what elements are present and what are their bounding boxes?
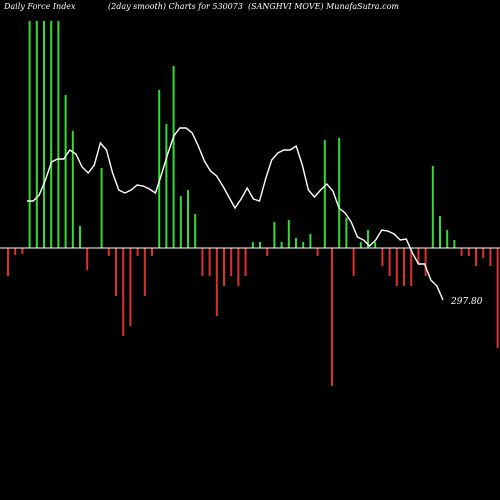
- force-bar: [208, 248, 211, 276]
- force-bar: [338, 138, 341, 248]
- header-middle: (2day smooth) Charts for 530073: [108, 2, 243, 11]
- force-bar: [50, 21, 53, 248]
- force-bar: [374, 242, 377, 248]
- force-bar: [122, 248, 125, 336]
- force-bar: [388, 248, 391, 276]
- force-bar: [460, 248, 463, 256]
- smooth-line: [27, 127, 444, 301]
- force-bar: [395, 248, 398, 286]
- force-bar: [165, 124, 168, 248]
- force-bar: [136, 248, 139, 256]
- force-bar: [431, 166, 434, 248]
- force-bar: [158, 90, 161, 248]
- force-bar: [266, 248, 269, 256]
- force-bar: [179, 196, 182, 248]
- force-bar: [71, 131, 74, 248]
- force-bar: [496, 248, 499, 348]
- force-bar: [453, 240, 456, 248]
- force-bar: [424, 248, 427, 276]
- force-bar: [244, 248, 247, 276]
- force-bar: [489, 248, 492, 266]
- force-bar: [187, 190, 189, 248]
- force-bar: [309, 234, 312, 248]
- force-bar: [331, 248, 333, 386]
- force-bar: [230, 248, 233, 276]
- force-bar: [143, 248, 146, 296]
- force-bar: [79, 226, 81, 248]
- force-bar: [359, 242, 362, 248]
- force-bar: [7, 248, 9, 276]
- force-bar: [57, 21, 60, 248]
- force-bar: [345, 218, 348, 248]
- force-bar: [28, 21, 31, 248]
- force-bar: [446, 230, 449, 248]
- header-left: Daily Force Index: [3, 2, 76, 11]
- force-bar: [381, 248, 384, 266]
- force-bar: [316, 248, 319, 256]
- force-bar: [215, 248, 218, 316]
- force-bar: [107, 248, 110, 256]
- force-bar: [417, 248, 420, 264]
- force-bar: [439, 216, 441, 248]
- force-bar: [482, 248, 485, 258]
- force-bar: [194, 214, 197, 248]
- force-bar: [410, 248, 413, 286]
- force-bar: [151, 248, 153, 256]
- force-bar: [86, 248, 89, 270]
- force-bar: [273, 222, 276, 248]
- force-bar: [129, 248, 132, 326]
- force-bar: [201, 248, 204, 276]
- force-bar: [251, 242, 254, 248]
- force-bar: [35, 21, 38, 248]
- force-bar: [21, 248, 24, 254]
- force-bar: [287, 220, 290, 248]
- force-bar: [64, 95, 67, 248]
- force-bar: [14, 248, 17, 255]
- last-value-label: 297.80: [450, 297, 483, 307]
- force-bar: [475, 248, 477, 266]
- header-right: (SANGHVI MOVE) MunafaSutra.com: [248, 2, 399, 11]
- force-bar: [43, 21, 45, 248]
- force-bar: [323, 140, 326, 248]
- force-bar: [172, 66, 175, 248]
- force-bar: [237, 248, 240, 286]
- force-bar: [367, 230, 369, 248]
- force-bar: [295, 238, 297, 248]
- force-bar: [467, 248, 470, 256]
- force-bar: [223, 248, 225, 286]
- force-bar: [259, 242, 261, 248]
- force-bar: [280, 242, 283, 248]
- force-bar: [403, 248, 405, 286]
- force-bar: [302, 242, 305, 248]
- force-bar: [352, 248, 355, 276]
- force-bar: [115, 248, 117, 296]
- bar-series: [7, 21, 499, 386]
- force-bar: [100, 168, 103, 248]
